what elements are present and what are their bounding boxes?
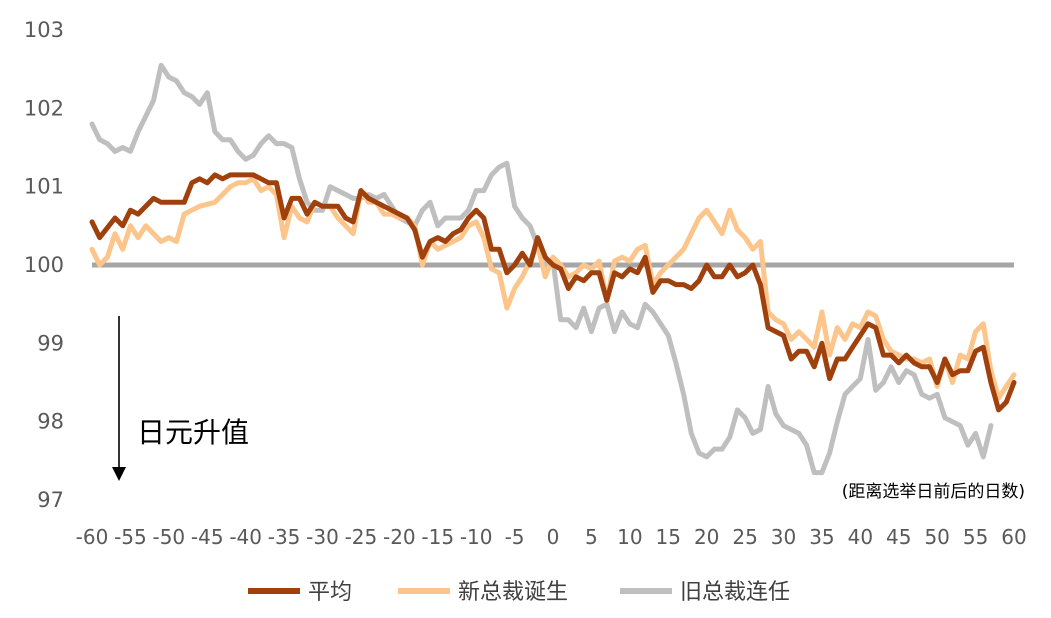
x-tick-label: 10 bbox=[617, 525, 642, 549]
x-tick-label: 50 bbox=[924, 525, 949, 549]
series-layer bbox=[89, 62, 1017, 476]
x-tick-label: 35 bbox=[809, 525, 834, 549]
x-tick-label: -60 bbox=[76, 525, 109, 549]
x-axis-note: (距离选举日前后的日数) bbox=[842, 482, 1025, 502]
x-tick-label: 55 bbox=[963, 525, 988, 549]
x-tick-label: 20 bbox=[694, 525, 719, 549]
legend-label: 平均 bbox=[308, 580, 352, 605]
x-tick-label: -35 bbox=[268, 525, 301, 549]
x-axis-ticks: -60 -55 -50 -45 -40 -35 -30 -25 -20 -15 -10 -5 0 5 10 1… bbox=[76, 525, 1027, 549]
legend: 平均 新总裁诞生 旧总裁连任 bbox=[248, 580, 790, 605]
y-axis-ticks: 97 98 99 100 101 102 103 bbox=[24, 18, 64, 512]
x-tick-label: -30 bbox=[306, 525, 339, 549]
y-tick-label: 103 bbox=[24, 18, 64, 42]
down-arrow-head bbox=[112, 467, 126, 481]
annotation: 日元升值 bbox=[112, 316, 249, 481]
x-tick-label: 45 bbox=[886, 525, 911, 549]
x-tick-label: -45 bbox=[191, 525, 224, 549]
x-tick-label: -10 bbox=[460, 525, 493, 549]
y-tick-label: 102 bbox=[24, 96, 64, 120]
x-tick-label: 0 bbox=[547, 525, 560, 549]
x-tick-label: -50 bbox=[152, 525, 185, 549]
annotation-label: 日元升值 bbox=[137, 416, 249, 449]
x-tick-label: -15 bbox=[421, 525, 454, 549]
x-tick-label: 15 bbox=[656, 525, 681, 549]
series-line-1 bbox=[89, 176, 1017, 401]
x-tick-label: 30 bbox=[771, 525, 796, 549]
y-tick-label: 100 bbox=[24, 253, 64, 277]
x-tick-label: -40 bbox=[229, 525, 262, 549]
x-tick-label: 60 bbox=[1001, 525, 1026, 549]
x-tick-label: -5 bbox=[505, 525, 525, 549]
y-tick-label: 99 bbox=[37, 331, 64, 355]
legend-label: 旧总裁连任 bbox=[680, 580, 790, 605]
x-tick-label: -55 bbox=[114, 525, 147, 549]
x-tick-label: 5 bbox=[585, 525, 598, 549]
x-tick-label: -25 bbox=[345, 525, 378, 549]
y-tick-label: 101 bbox=[24, 175, 64, 199]
y-tick-label: 98 bbox=[37, 410, 64, 434]
x-tick-label: 25 bbox=[732, 525, 757, 549]
x-tick-label: 40 bbox=[848, 525, 873, 549]
x-tick-label: -20 bbox=[383, 525, 416, 549]
series-line-0 bbox=[89, 172, 1017, 413]
y-tick-label: 97 bbox=[37, 488, 64, 512]
legend-label: 新总裁诞生 bbox=[458, 580, 568, 605]
